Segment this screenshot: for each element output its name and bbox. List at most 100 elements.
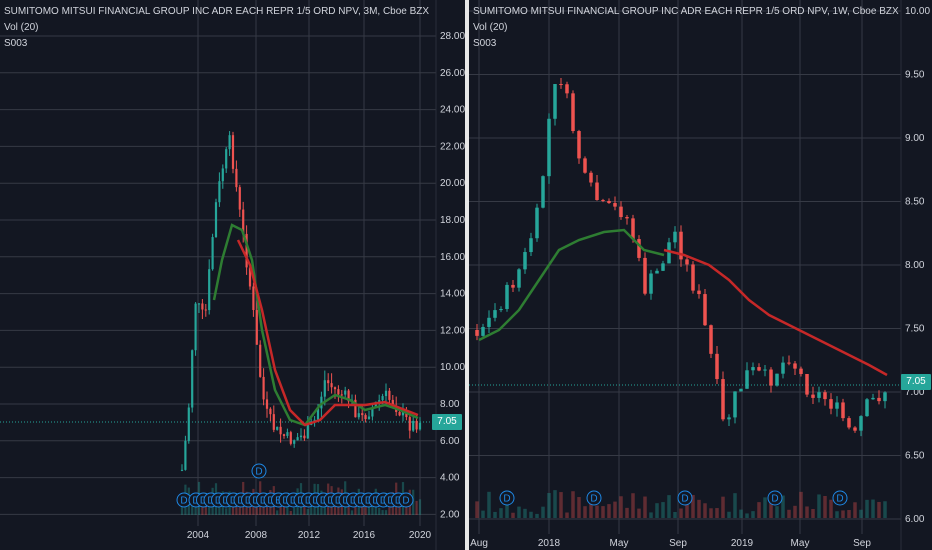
candle-body bbox=[565, 84, 569, 94]
event-marker-label: D bbox=[320, 496, 327, 507]
volume-bar bbox=[535, 513, 539, 518]
event-marker-label: D bbox=[681, 494, 688, 505]
volume-bar bbox=[613, 501, 617, 518]
event-marker bbox=[586, 490, 602, 506]
volume-bar bbox=[877, 501, 881, 518]
candle-body bbox=[865, 399, 869, 417]
event-marker-label: D bbox=[312, 496, 319, 507]
event-marker-label: D bbox=[380, 496, 387, 507]
volume-bar bbox=[739, 509, 743, 518]
candle-body bbox=[367, 416, 371, 420]
y-tick-label: 22.00 bbox=[440, 141, 465, 152]
candle-body bbox=[248, 267, 252, 287]
candle-body bbox=[272, 414, 275, 430]
y-tick-label: 8.50 bbox=[905, 197, 925, 208]
candle-body bbox=[751, 367, 755, 371]
x-tick-label: Sep bbox=[853, 538, 871, 549]
candle-body bbox=[344, 390, 347, 395]
volume-bar bbox=[703, 503, 707, 518]
event-marker-label: D bbox=[771, 494, 778, 505]
volume-indicator-label[interactable]: Vol (20) bbox=[473, 22, 508, 33]
volume-indicator-label[interactable]: Vol (20) bbox=[4, 22, 39, 33]
volume-bar bbox=[589, 501, 593, 518]
chart-pane-1w[interactable]: D D D D D 10.00 9.50 9.00 8.50 8.00 7.50 7.00 6.50 6… bbox=[469, 0, 932, 550]
event-marker bbox=[677, 490, 693, 506]
candle-body bbox=[613, 203, 617, 207]
y-tick-label: 12.00 bbox=[440, 325, 465, 336]
volume-bar bbox=[835, 511, 839, 518]
candle-body bbox=[559, 84, 563, 86]
candle-body bbox=[197, 303, 201, 305]
y-tick-label: 8.00 bbox=[905, 260, 925, 271]
event-marker-label: D bbox=[402, 496, 409, 507]
candle-body bbox=[799, 368, 803, 374]
volume-bar bbox=[679, 508, 683, 518]
event-marker-label: D bbox=[357, 496, 364, 507]
y-tick-label: 9.00 bbox=[905, 133, 925, 144]
candle-body bbox=[208, 269, 211, 311]
volume-bar bbox=[565, 512, 569, 518]
chart-canvas-3m[interactable]: D D D D D D D D D D D D E D D D D D D D D D D D D D D D D DD 28.0026.… bbox=[0, 0, 465, 550]
candle-body bbox=[757, 367, 761, 371]
candle-body bbox=[323, 380, 326, 397]
candle-body bbox=[667, 242, 671, 264]
volume-bar bbox=[709, 508, 713, 518]
candle-body bbox=[191, 350, 194, 408]
volume-bar bbox=[715, 508, 719, 518]
candle-body bbox=[320, 396, 323, 409]
candle-body bbox=[330, 383, 333, 388]
volume-bar bbox=[757, 502, 761, 518]
candle-body bbox=[583, 158, 587, 173]
event-marker-label: D bbox=[230, 496, 237, 507]
event-marker-label: D bbox=[327, 496, 334, 507]
volume-bar bbox=[601, 506, 605, 518]
candle-body bbox=[847, 418, 851, 428]
candle-body bbox=[871, 397, 875, 400]
candle-body bbox=[333, 387, 337, 390]
candle-body bbox=[293, 440, 296, 444]
event-marker bbox=[398, 492, 414, 508]
candle-body bbox=[214, 202, 218, 238]
candle-body bbox=[340, 394, 343, 396]
candle-body bbox=[793, 363, 797, 369]
chart-canvas-1w[interactable]: D D D D D 10.00 9.50 9.00 8.50 8.00 7.50 7.00 6.50 6… bbox=[469, 0, 932, 550]
candle-body bbox=[805, 373, 809, 395]
candle-body bbox=[279, 426, 282, 435]
chart-legend-3m: SUMITOMO MITSUI FINANCIAL GROUP INC ADR … bbox=[4, 4, 429, 52]
volume-bar bbox=[415, 500, 418, 515]
volume-bar bbox=[276, 510, 279, 515]
candle-body bbox=[625, 217, 629, 219]
event-marker-label: D bbox=[282, 496, 289, 507]
candle-body bbox=[643, 257, 647, 294]
volume-bar bbox=[823, 495, 827, 518]
event-marker-label: D bbox=[237, 496, 244, 507]
candle-body bbox=[398, 412, 401, 416]
candle-body bbox=[184, 440, 187, 470]
volume-bar bbox=[418, 499, 422, 515]
candle-body bbox=[259, 344, 262, 377]
volume-bar bbox=[347, 505, 350, 515]
study-indicator-label[interactable]: S003 bbox=[473, 38, 497, 49]
candle-body bbox=[529, 238, 533, 253]
candle-body bbox=[282, 434, 286, 436]
volume-bar bbox=[350, 510, 354, 515]
candle-body bbox=[499, 308, 503, 311]
volume-bar bbox=[733, 493, 737, 518]
event-marker-label: D bbox=[252, 496, 259, 507]
candle-body bbox=[679, 231, 683, 260]
event-marker bbox=[499, 490, 515, 506]
candle-body bbox=[316, 408, 320, 420]
event-marker-label: D bbox=[387, 496, 394, 507]
y-tick-label: 26.00 bbox=[440, 68, 465, 79]
candle-body bbox=[354, 399, 357, 418]
x-tick-label: 2020 bbox=[409, 530, 432, 541]
x-tick-label: May bbox=[610, 538, 629, 549]
candle-body bbox=[769, 369, 773, 386]
pane-divider[interactable] bbox=[465, 0, 469, 550]
study-indicator-label[interactable]: S003 bbox=[4, 38, 28, 49]
event-marker-label: D bbox=[267, 496, 274, 507]
volume-bar bbox=[412, 489, 415, 515]
event-marker-label: D bbox=[255, 467, 262, 478]
candle-body bbox=[401, 410, 405, 416]
